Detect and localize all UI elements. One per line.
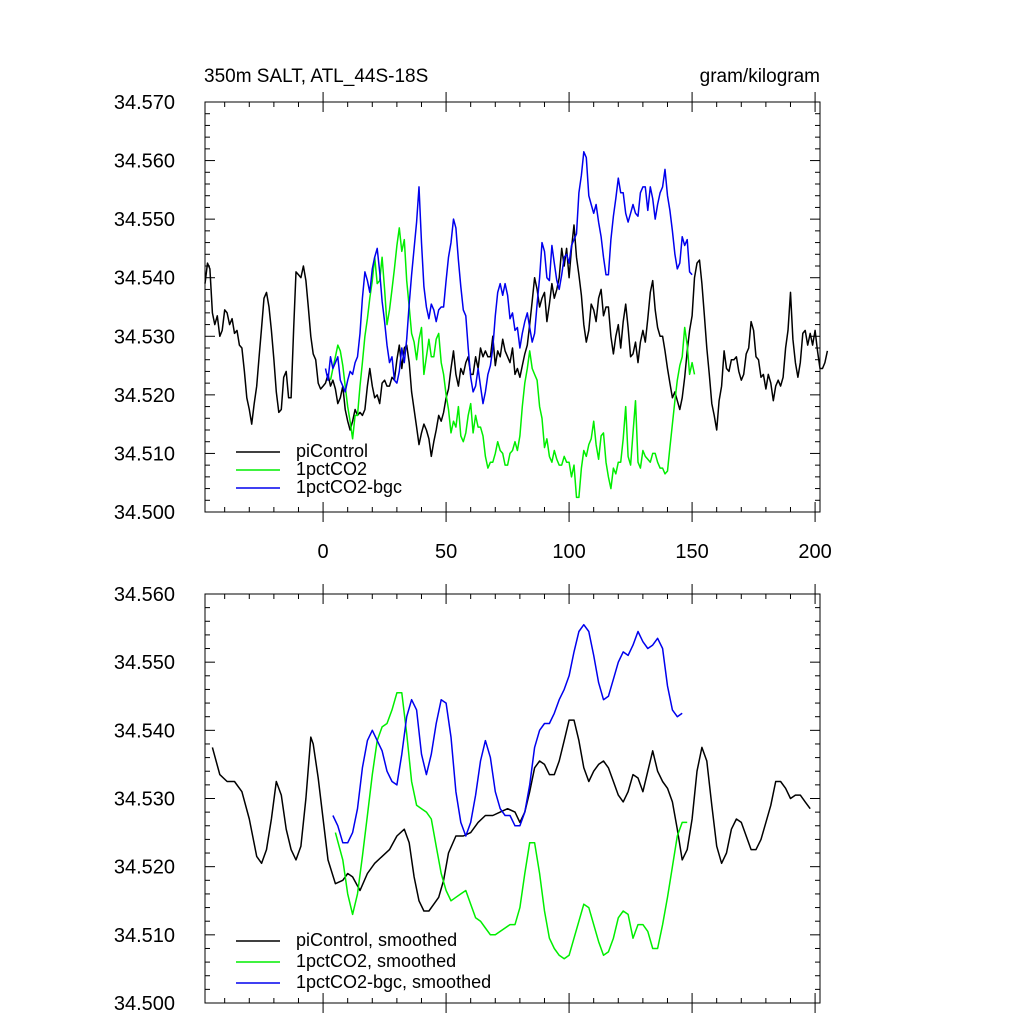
top-series-group xyxy=(204,151,829,499)
top-ytick-label: 34.520 xyxy=(114,385,175,407)
top-series-line-0 xyxy=(204,224,829,458)
top-title-left: 350m SALT, ATL_44S-18S xyxy=(204,66,428,87)
top-legend-label: piControl xyxy=(296,441,368,461)
top-xtick-label: 0 xyxy=(318,541,329,563)
top-ytick-label: 34.530 xyxy=(114,326,175,348)
bottom-ytick-label: 34.500 xyxy=(114,993,175,1015)
top-ticks: 34.500 34.510 34.520 34.530 34.540 34.550 34.5… xyxy=(114,92,832,563)
top-title-right: gram/kilogram xyxy=(700,66,820,87)
bottom-plot-frame xyxy=(204,593,821,1004)
bottom-ytick-label: 34.540 xyxy=(114,720,175,742)
top-ytick-label: 34.540 xyxy=(114,268,175,290)
top-plot-frame xyxy=(204,101,821,513)
top-series-line-2 xyxy=(324,151,693,405)
bottom-panel: 34.500 34.510 34.520 34.530 34.540 34.550 34.5… xyxy=(114,584,821,1015)
top-legend-label: 1pctCO2-bgc xyxy=(296,477,402,497)
bottom-series-line-2 xyxy=(332,623,683,844)
top-xtick-label: 150 xyxy=(675,541,708,563)
bottom-ytick-label: 34.560 xyxy=(114,584,175,606)
top-ytick-label: 34.550 xyxy=(114,209,175,231)
top-ytick-label: 34.500 xyxy=(114,502,175,524)
top-ytick-label: 34.510 xyxy=(114,443,175,465)
bottom-series-group xyxy=(211,623,811,960)
top-xtick-label: 100 xyxy=(552,541,585,563)
bottom-ytick-label: 34.530 xyxy=(114,789,175,811)
top-ytick-label: 34.570 xyxy=(114,92,175,114)
bottom-series-line-1 xyxy=(334,692,688,960)
top-ytick-label: 34.560 xyxy=(114,151,175,173)
bottom-ticks: 34.500 34.510 34.520 34.530 34.540 34.550 34.5… xyxy=(114,584,820,1015)
bottom-legend-label: 1pctCO2-bgc, smoothed xyxy=(296,972,491,992)
top-xtick-label: 50 xyxy=(435,541,457,563)
top-series-line-1 xyxy=(329,227,696,499)
bottom-ytick-label: 34.520 xyxy=(114,857,175,879)
top-panel: 350m SALT, ATL_44S-18S gram/kilogram 34.… xyxy=(114,66,832,563)
top-legend-label: 1pctCO2 xyxy=(296,459,367,479)
bottom-ytick-label: 34.550 xyxy=(114,652,175,674)
bottom-series-line-0 xyxy=(211,719,811,912)
top-xtick-label: 200 xyxy=(798,541,831,563)
bottom-legend-label: piControl, smoothed xyxy=(296,930,457,950)
bottom-legend-label: 1pctCO2, smoothed xyxy=(296,951,456,971)
bottom-ytick-label: 34.510 xyxy=(114,925,175,947)
